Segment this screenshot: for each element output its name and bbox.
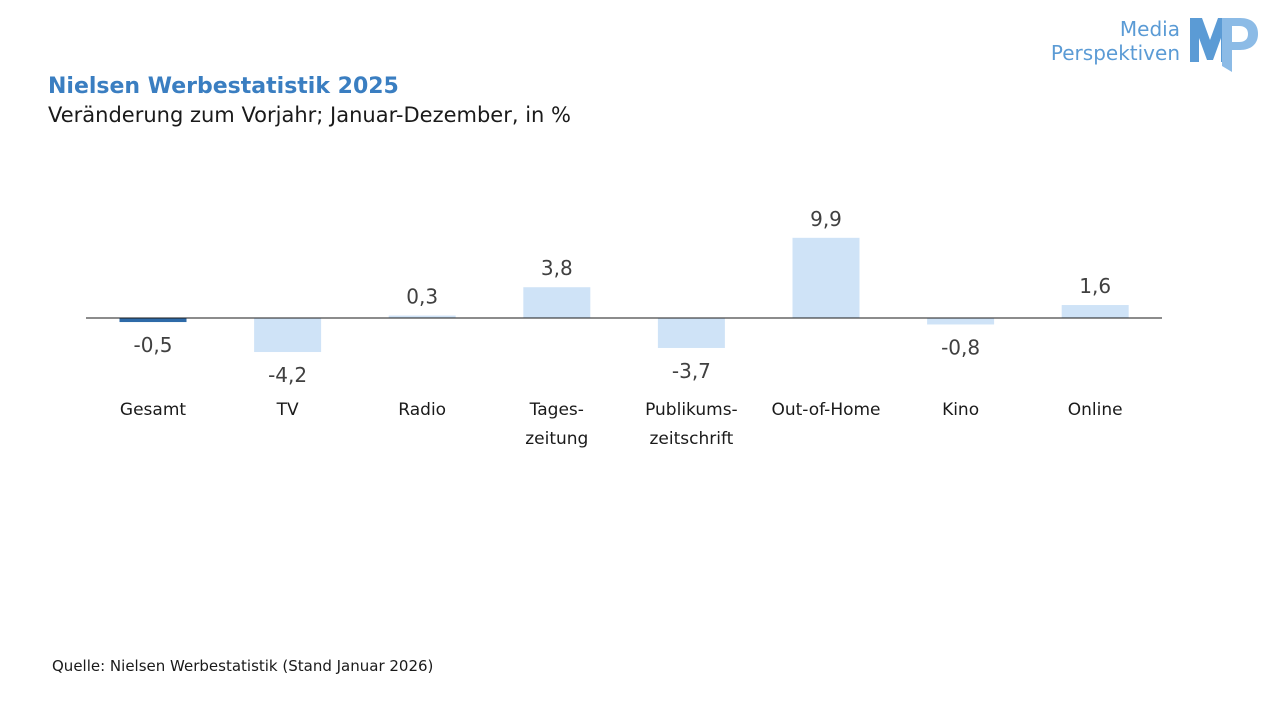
data-label: -3,7: [672, 359, 711, 383]
bar: [792, 237, 860, 318]
source-note: Quelle: Nielsen Werbestatistik (Stand Ja…: [52, 657, 434, 675]
category-label: Out-of-Home: [771, 400, 880, 420]
data-label: 9,9: [810, 207, 842, 231]
bar: [388, 315, 456, 318]
logo-line-perspektiven: Perspektiven: [1050, 41, 1180, 65]
category-label: zeitschrift: [649, 429, 733, 449]
bar: [927, 318, 995, 325]
bar: [119, 318, 187, 323]
logo-line-media: Media: [1119, 17, 1180, 41]
category-label: Online: [1068, 400, 1123, 420]
category-label: Publikums-: [645, 400, 738, 420]
bar: [1061, 305, 1129, 318]
bar: [254, 318, 322, 353]
data-label: -4,2: [268, 363, 307, 387]
page-title: Nielsen Werbestatistik 2025: [48, 74, 399, 99]
category-label: Kino: [942, 400, 979, 420]
bar: [657, 318, 725, 348]
data-label: 3,8: [541, 256, 573, 280]
category-label: Radio: [398, 400, 446, 420]
bar: [523, 287, 591, 318]
data-label: -0,5: [133, 333, 172, 357]
category-label: TV: [276, 400, 299, 420]
page-subtitle: Veränderung zum Vorjahr; Januar-Dezember…: [48, 103, 571, 127]
data-label: 1,6: [1079, 274, 1111, 298]
category-label: Tages-: [529, 400, 584, 420]
category-label: zeitung: [525, 429, 588, 449]
media-perspektiven-logo: Media Perspektiven: [1040, 12, 1270, 76]
data-label: 0,3: [406, 285, 438, 309]
mp-logo-mark: [1190, 18, 1258, 72]
data-label: -0,8: [941, 335, 980, 359]
category-label: Gesamt: [120, 400, 186, 420]
